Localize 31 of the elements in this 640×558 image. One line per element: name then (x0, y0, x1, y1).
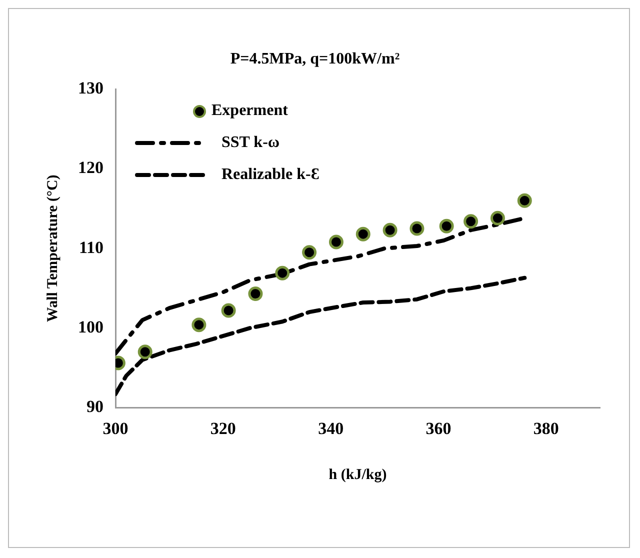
point (439, 218, 454, 234)
point (464, 214, 478, 229)
y-axis-title: Wall Temperature (°C) (44, 174, 61, 322)
point (356, 226, 370, 242)
y-tick-label: 100 (78, 317, 104, 336)
point (328, 234, 344, 250)
point (517, 193, 532, 208)
legend-label: Realizable k-Ɛ (222, 166, 320, 184)
point (490, 210, 505, 226)
point (248, 286, 263, 302)
point (302, 245, 317, 260)
x-tick-label: 380 (533, 419, 559, 438)
point (192, 318, 206, 332)
x-tick-label: 300 (102, 419, 128, 438)
point (382, 222, 398, 238)
point (275, 266, 290, 280)
legend-label: Experment (212, 102, 288, 120)
y-tick-label: 90 (86, 396, 104, 416)
x-tick-label: 320 (210, 419, 236, 438)
point (221, 303, 236, 318)
y-tick-label: 120 (78, 158, 104, 178)
y-tick-label: 110 (78, 238, 104, 257)
x-axis-title: h (kJ/kg) (328, 466, 387, 483)
x-tick-label: 340 (318, 419, 344, 438)
point (138, 344, 152, 360)
legend-label: SST k-ω (222, 134, 280, 152)
x-tick-label: 360 (426, 419, 452, 438)
line-series (116, 276, 527, 396)
chart-title: P=4.5MPa, q=100kW/m² (230, 50, 400, 68)
point (410, 221, 424, 236)
y-tick-label: 130 (78, 78, 104, 98)
